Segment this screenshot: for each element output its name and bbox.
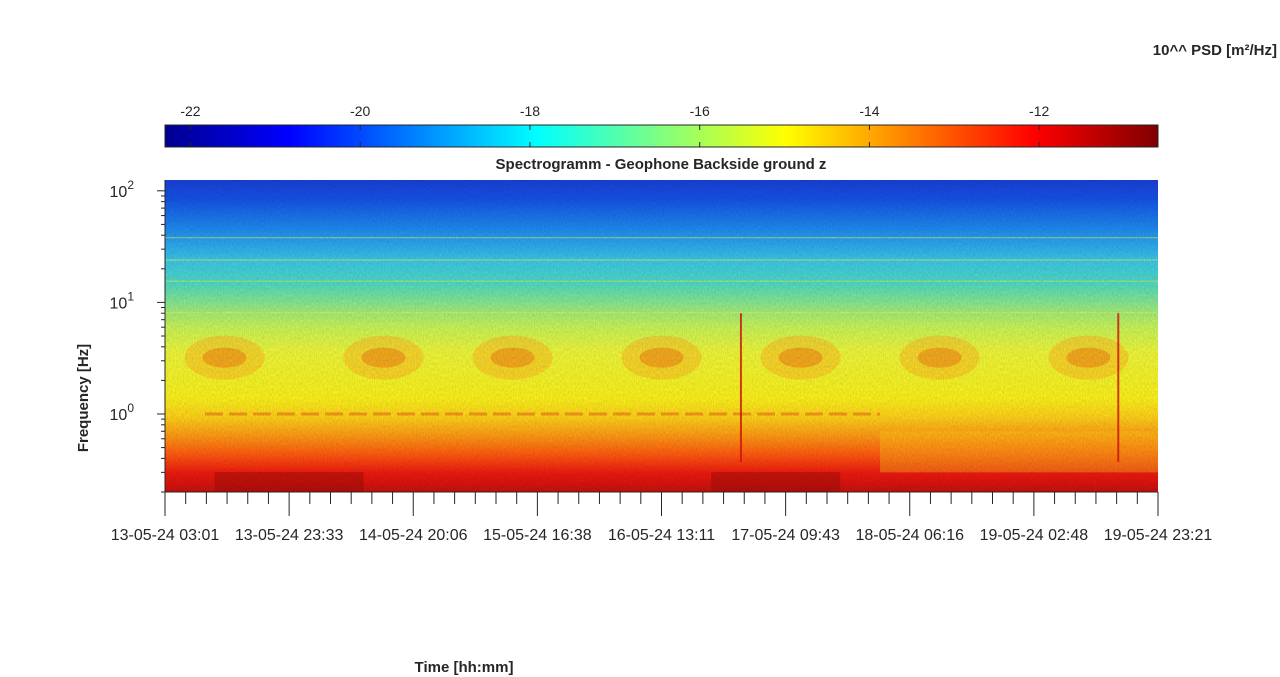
- colorbar-label: 10^^ PSD [m²/Hz]: [1153, 42, 1277, 59]
- y-tick-base: 10: [110, 407, 128, 424]
- y-axis-label: Frequency [Hz]: [75, 344, 92, 452]
- x-tick-label: 18-05-24 06:16: [855, 527, 964, 544]
- y-tick-exponent: 0: [127, 401, 134, 415]
- y-tick-exponent: 1: [127, 289, 134, 303]
- colorbar-tick-label: -12: [1029, 103, 1049, 119]
- y-tick-base: 10: [110, 184, 128, 201]
- y-tick-base: 10: [110, 295, 128, 312]
- heatmap-area: [165, 180, 1158, 492]
- x-tick-label: 17-05-24 09:43: [731, 527, 840, 544]
- y-tick-exponent: 2: [127, 178, 134, 192]
- x-tick-label: 13-05-24 23:33: [235, 527, 344, 544]
- colorbar-tick-label: -18: [520, 103, 540, 119]
- colorbar-ticks: -22 -20 -18 -16 -14 -12: [180, 103, 1050, 147]
- colorbar-gradient: [164, 124, 1159, 148]
- x-tick-label: 19-05-24 02:48: [980, 527, 1089, 544]
- colorbar-tick-label: -14: [859, 103, 879, 119]
- x-ticks: 13-05-24 03:01 13-05-24 23:33 14-05-24 20:…: [111, 492, 1213, 544]
- y-tick-label: 102: [110, 178, 135, 201]
- x-tick-label: 15-05-24 16:38: [483, 527, 592, 544]
- y-tick-label: 100: [110, 401, 135, 424]
- x-axis-label: Time [hh:mm]: [415, 659, 514, 676]
- y-tick-label: 101: [110, 289, 135, 312]
- x-tick-label: 13-05-24 03:01: [111, 527, 220, 544]
- x-tick-label: 14-05-24 20:06: [359, 527, 468, 544]
- colorbar-tick-label: -20: [350, 103, 370, 119]
- colorbar: -22 -20 -18 -16 -14 -12: [164, 103, 1159, 148]
- x-axis: 13-05-24 03:01 13-05-24 23:33 14-05-24 20:…: [111, 491, 1213, 544]
- x-tick-label: 16-05-24 13:11: [608, 527, 715, 544]
- colorbar-tick-label: -22: [180, 103, 200, 119]
- x-tick-label: 19-05-24 23:21: [1104, 527, 1213, 544]
- colorbar-tick-label: -16: [690, 103, 710, 119]
- heatmap-speckle: [165, 180, 1158, 492]
- chart-title: Spectrogramm - Geophone Backside ground …: [496, 156, 827, 173]
